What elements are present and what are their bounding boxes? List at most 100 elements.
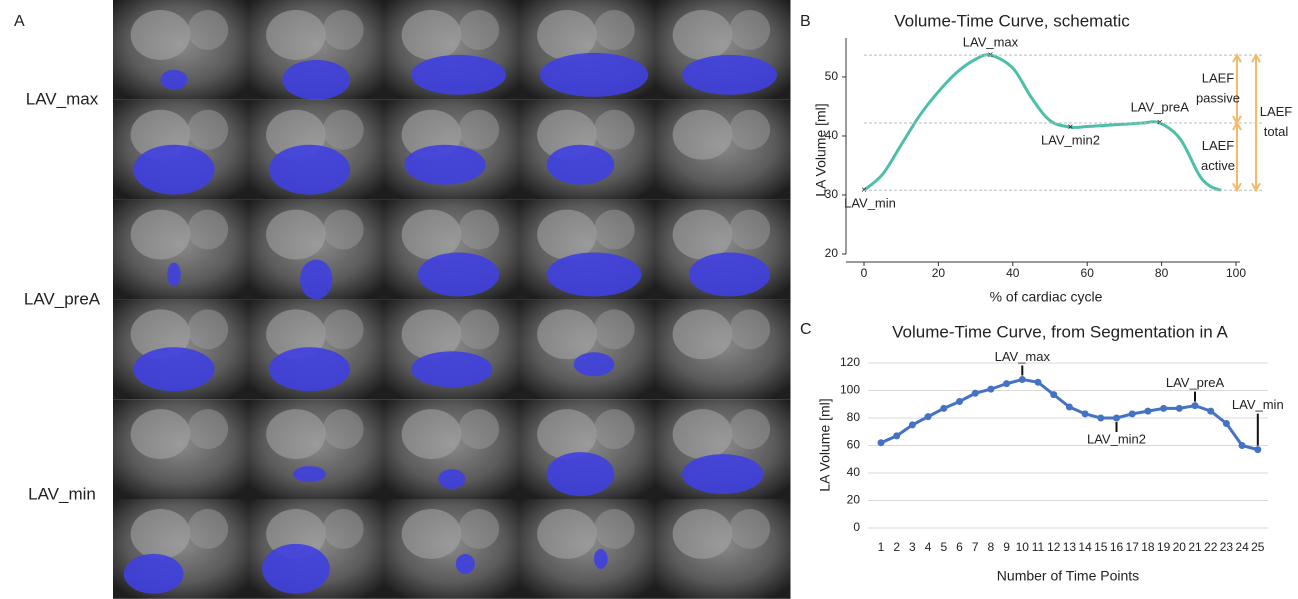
- point: [1003, 380, 1011, 388]
- curve: [863, 53, 1222, 192]
- anatomy: [266, 409, 326, 460]
- point: [1018, 376, 1026, 383]
- row-label: LAV_preA: [24, 289, 101, 308]
- point: [1222, 420, 1230, 427]
- point: [1097, 414, 1105, 422]
- x-tick-label: 100: [1226, 266, 1246, 280]
- anatomy: [187, 209, 229, 250]
- anatomy: [130, 209, 191, 260]
- segmentation: [282, 59, 351, 100]
- segmentation: [573, 352, 615, 377]
- x-tick-label: 1: [878, 540, 885, 554]
- bracket-label: LAEF: [1202, 138, 1235, 153]
- anatomy: [187, 508, 229, 549]
- anatomy: [187, 109, 229, 150]
- row-label: LAV_max: [26, 89, 99, 108]
- row-label: LAV_min: [28, 484, 96, 503]
- anatomy: [130, 9, 191, 60]
- x-tick-label: 2: [893, 540, 900, 554]
- anatomy: [672, 309, 733, 360]
- anatomy: [594, 109, 635, 150]
- point-label: LAV_preA: [1131, 99, 1190, 114]
- y-tick-label: 20: [825, 246, 839, 260]
- y-axis-label: LA Volume [ml]: [817, 398, 833, 491]
- anatomy: [458, 309, 500, 350]
- anatomy: [672, 209, 733, 260]
- anatomy: [401, 9, 462, 60]
- segmentation: [268, 347, 351, 392]
- arrow-head: [1232, 53, 1242, 63]
- y-tick-label: 60: [847, 438, 861, 452]
- segmentation: [594, 548, 608, 569]
- point: [1050, 391, 1058, 399]
- point-label: LAV_min: [844, 196, 896, 211]
- y-tick-label: 80: [847, 410, 861, 424]
- anatomy: [594, 508, 635, 549]
- anatomy: [130, 409, 191, 460]
- point: [1144, 407, 1152, 415]
- x-tick-label: 16: [1110, 540, 1124, 554]
- point: [1034, 378, 1042, 386]
- bracket-label: active: [1201, 158, 1235, 173]
- anatomy: [401, 209, 462, 260]
- segmentation: [404, 144, 486, 185]
- segmentation: [455, 553, 475, 574]
- point: [908, 421, 916, 429]
- anatomy: [729, 209, 771, 250]
- bracket-label: passive: [1196, 90, 1240, 105]
- point: [940, 404, 948, 412]
- segmentation: [688, 252, 771, 297]
- point: [1128, 410, 1136, 418]
- image-grid: [113, 0, 791, 599]
- x-tick-label: 23: [1220, 540, 1234, 554]
- anatomy: [672, 508, 733, 559]
- segmentation: [299, 259, 333, 300]
- point: [1207, 407, 1215, 415]
- anatomy: [729, 9, 771, 50]
- y-tick-label: 40: [847, 465, 861, 479]
- anatomy: [594, 209, 635, 250]
- y-tick-label: 100: [840, 383, 860, 397]
- x-tick-label: 4: [925, 540, 932, 554]
- anatomy: [323, 508, 364, 549]
- anatomy: [729, 508, 771, 549]
- point-marker: ×: [1068, 122, 1074, 133]
- y-tick-label: 20: [847, 493, 861, 507]
- annotation-label: LAV_min: [1232, 397, 1284, 412]
- y-tick-label: 50: [825, 69, 839, 83]
- point: [1254, 446, 1262, 454]
- x-tick-label: 7: [972, 540, 979, 554]
- segmentation: [160, 69, 188, 90]
- arrow-head: [1251, 53, 1261, 63]
- arrow-head: [1251, 182, 1261, 193]
- anatomy: [594, 9, 635, 50]
- x-tick-label: 6: [956, 540, 963, 554]
- x-tick-label: 3: [909, 540, 916, 554]
- segmentation: [682, 454, 764, 495]
- x-tick-label: 10: [1016, 540, 1030, 554]
- segmentation: [546, 252, 642, 297]
- anatomy: [458, 9, 500, 50]
- x-tick-label: 25: [1251, 540, 1265, 554]
- segmentation: [682, 54, 777, 95]
- segmentation: [539, 52, 649, 97]
- x-tick-label: 20: [932, 266, 946, 280]
- x-tick-label: 12: [1047, 540, 1061, 554]
- anatomy: [729, 109, 771, 150]
- y-tick-label: 120: [840, 355, 860, 369]
- x-tick-label: 14: [1078, 540, 1092, 554]
- point: [1065, 403, 1073, 411]
- x-tick-label: 18: [1141, 540, 1155, 554]
- y-axis-label: LA Volume [ml]: [813, 103, 829, 196]
- segmentation: [133, 347, 215, 392]
- x-tick-label: 19: [1157, 540, 1171, 554]
- point: [971, 389, 979, 397]
- point: [877, 439, 885, 447]
- point: [987, 385, 995, 393]
- x-tick-label: 21: [1188, 540, 1202, 554]
- chart-title: Volume-Time Curve, from Segmentation in …: [892, 322, 1228, 341]
- anatomy: [729, 409, 771, 450]
- anatomy: [537, 9, 597, 60]
- point: [956, 398, 963, 405]
